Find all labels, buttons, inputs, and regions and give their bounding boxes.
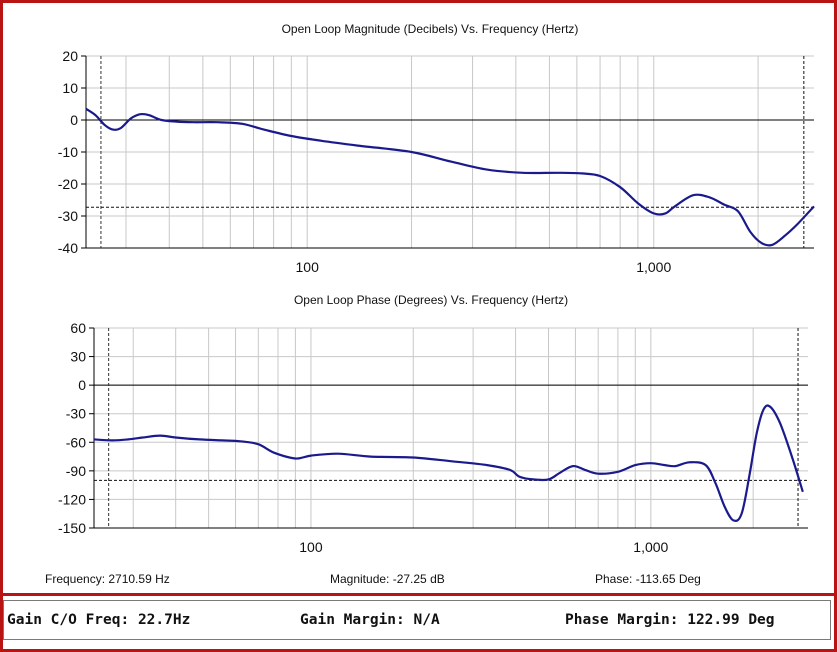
phase-x-tick-label: 1,000 bbox=[633, 539, 668, 555]
phase-y-tick-label: -120 bbox=[58, 491, 86, 507]
magnitude-y-tick-label: 0 bbox=[70, 112, 78, 128]
magnitude-chart-title: Open Loop Magnitude (Decibels) Vs. Frequ… bbox=[282, 22, 579, 36]
magnitude-y-tick-label: 20 bbox=[62, 48, 78, 64]
magnitude-x-tick-label: 100 bbox=[296, 259, 320, 275]
chart-panel: Open Loop Magnitude (Decibels) Vs. Frequ… bbox=[6, 6, 837, 596]
magnitude-y-tick-label: 10 bbox=[62, 80, 78, 96]
phase-y-tick-label: -60 bbox=[66, 434, 86, 450]
magnitude-x-tick-label: 1,000 bbox=[636, 259, 671, 275]
magnitude-y-tick-label: -40 bbox=[58, 240, 78, 256]
gain-crossover-frequency: Gain C/O Freq: 22.7Hz bbox=[7, 612, 191, 628]
bode-charts: Open Loop Magnitude (Decibels) Vs. Frequ… bbox=[58, 22, 815, 555]
phase-series-line bbox=[93, 404, 804, 522]
phase-y-tick-label: -150 bbox=[58, 520, 86, 536]
frequency-readout: Frequency: 2710.59 Hz bbox=[45, 572, 170, 586]
magnitude-readout: Magnitude: -27.25 dB bbox=[330, 572, 445, 586]
phase-x-tick-label: 100 bbox=[299, 539, 323, 555]
phase-y-tick-label: 60 bbox=[70, 320, 86, 336]
phase-y-tick-label: -90 bbox=[66, 463, 86, 479]
phase-chart-title: Open Loop Phase (Degrees) Vs. Frequency … bbox=[294, 293, 568, 307]
phase-y-tick-label: 30 bbox=[70, 349, 86, 365]
magnitude-y-tick-label: -20 bbox=[58, 176, 78, 192]
status-divider bbox=[0, 593, 837, 596]
magnitude-series-line bbox=[85, 107, 815, 247]
phase-readout: Phase: -113.65 Deg bbox=[595, 572, 701, 586]
magnitude-y-tick-label: -10 bbox=[58, 144, 78, 160]
gain-margin: Gain Margin: N/A bbox=[300, 612, 440, 628]
phase-margin: Phase Margin: 122.99 Deg bbox=[565, 612, 775, 628]
phase-y-tick-label: 0 bbox=[78, 377, 86, 393]
phase-y-tick-label: -30 bbox=[66, 406, 86, 422]
status-bar: Gain C/O Freq: 22.7Hz Gain Margin: N/A P… bbox=[3, 600, 831, 640]
magnitude-y-tick-label: -30 bbox=[58, 208, 78, 224]
